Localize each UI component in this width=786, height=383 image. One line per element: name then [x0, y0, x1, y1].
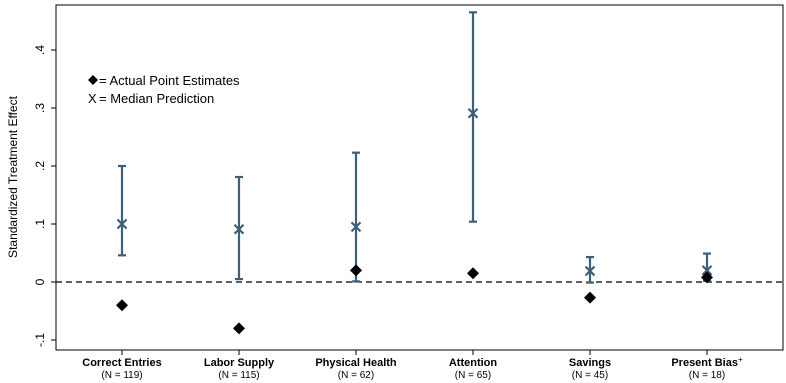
median-marker-stroke	[701, 265, 713, 276]
median-marker	[584, 265, 596, 277]
category-superscript: +	[738, 355, 743, 364]
plot-frame	[55, 4, 784, 351]
category-name: Present Bias	[671, 357, 738, 369]
category-name: Physical Health	[315, 357, 397, 369]
y-tick-label: .2	[33, 161, 47, 171]
y-tick-label: .4	[33, 45, 47, 55]
y-tick-label: 0	[33, 278, 47, 285]
actual-estimate-marker	[701, 271, 713, 284]
actual-estimate-marker	[467, 267, 479, 280]
category-label: Attention	[449, 357, 498, 369]
legend-entry-median: = Median Prediction	[99, 91, 214, 106]
actual-estimate-marker	[116, 299, 128, 312]
median-marker-stroke	[350, 221, 362, 233]
category-sample-size: (N = 119)	[101, 370, 142, 381]
median-marker	[116, 218, 128, 230]
median-marker	[233, 223, 245, 235]
category-sample-size: (N = 18)	[689, 370, 725, 381]
category-sample-size: (N = 115)	[218, 370, 259, 381]
median-marker	[350, 221, 362, 233]
y-tick-label: .1	[33, 219, 47, 229]
actual-estimate-marker	[233, 322, 245, 335]
y-axis: -.1 0 .1 .2 .3 .4	[33, 45, 56, 347]
category-label: Labor Supply	[204, 357, 275, 369]
median-marker-stroke	[116, 218, 128, 230]
median-marker	[701, 265, 713, 276]
legend-x-icon: X	[88, 91, 97, 106]
category-name: Labor Supply	[204, 357, 275, 369]
actual-point-estimates	[116, 264, 713, 335]
y-tick-label: -.1	[33, 333, 47, 347]
category-name: Correct Entries	[82, 357, 161, 369]
category-label: Savings	[569, 357, 611, 369]
y-axis-label: Standardized Treatment Effect	[6, 95, 20, 258]
actual-estimate-marker	[584, 291, 596, 304]
category-label: Correct Entries	[82, 357, 161, 369]
median-marker	[467, 107, 479, 119]
legend-diamond-icon	[88, 75, 98, 85]
x-axis: Correct Entries(N = 119)Labor Supply(N =…	[82, 350, 743, 381]
median-predictions	[116, 107, 713, 277]
median-marker-stroke	[584, 265, 596, 277]
category-sample-size: (N = 45)	[572, 370, 608, 381]
category-name: Attention	[449, 357, 498, 369]
median-marker-stroke	[233, 223, 245, 235]
legend-entry-actual: = Actual Point Estimates	[99, 73, 240, 88]
category-sample-size: (N = 65)	[455, 370, 491, 381]
prediction-intervals	[118, 11, 711, 284]
median-marker-stroke	[467, 107, 479, 119]
category-label: Present Bias+	[671, 355, 743, 369]
category-name: Savings	[569, 357, 611, 369]
actual-estimate-marker	[350, 264, 362, 277]
y-tick-label: .3	[33, 103, 47, 113]
category-label: Physical Health	[315, 357, 397, 369]
category-sample-size: (N = 62)	[338, 370, 374, 381]
